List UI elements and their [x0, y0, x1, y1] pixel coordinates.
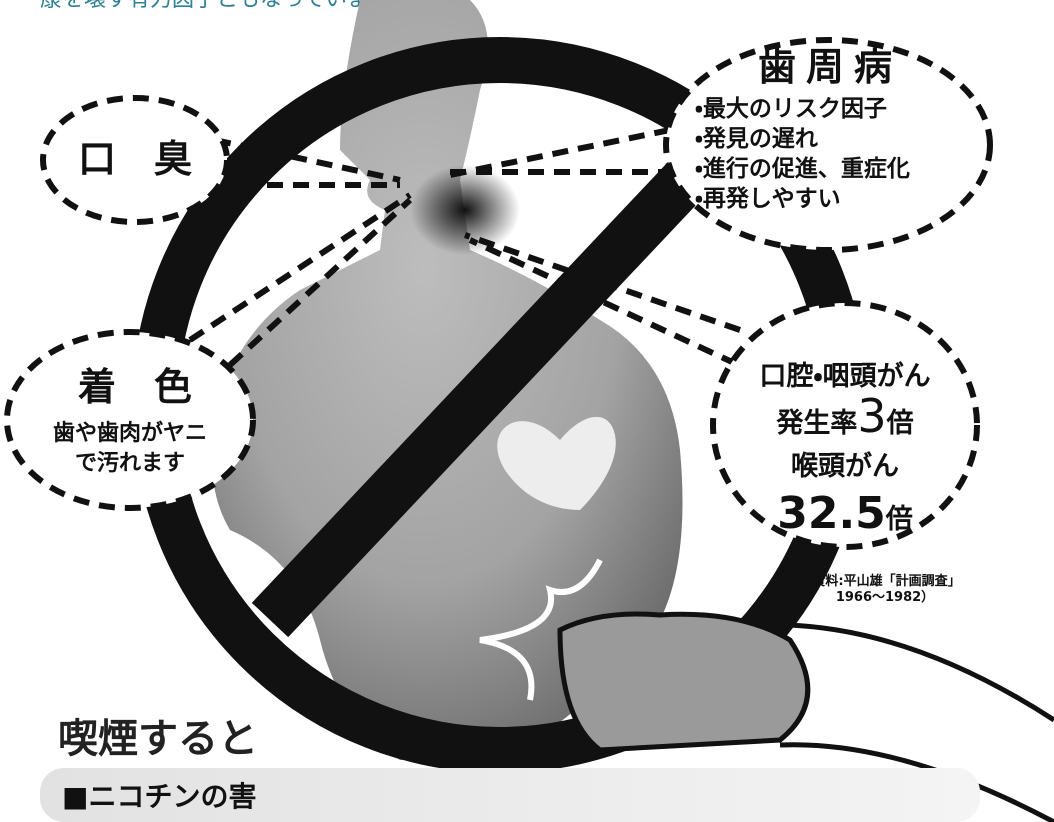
- callout-title: 着 色: [78, 365, 192, 409]
- list-item: ・再発しやすい: [695, 186, 841, 212]
- list-item: ・最大のリスク因子: [695, 96, 887, 122]
- callout-text: 口腔・咽頭がん: [759, 360, 930, 392]
- rate-value: 3: [857, 389, 886, 443]
- source-note: 1966〜1982）: [836, 589, 934, 605]
- callout-text: 歯や歯肉がヤニ: [53, 420, 207, 446]
- rate-value: 32.5: [777, 488, 886, 539]
- callout-title: 口 臭: [78, 137, 192, 181]
- rate-unit: 倍: [886, 408, 914, 439]
- callout-text: で汚れます: [75, 451, 185, 476]
- callout-text: 喉頭がん: [791, 450, 899, 482]
- callout-title: 歯周病: [758, 45, 902, 89]
- callout-bubble: [7, 332, 253, 508]
- heading: 喫煙すると: [58, 716, 258, 762]
- rate-label: 発生率: [775, 408, 857, 439]
- source-note: （資料:平山雄「計画調査」: [799, 573, 960, 589]
- header-text: 康を壊す有力因子ともなっています。: [40, 0, 411, 12]
- section-title: ■ニコチンの害: [62, 780, 256, 813]
- rate-unit: 倍: [885, 504, 913, 535]
- list-item: ・発見の遅れ: [695, 126, 818, 152]
- page: 康を壊す有力因子ともなっています。 口 臭 歯周病 ・最大のリスク因子 ・発見の…: [0, 0, 1054, 822]
- list-item: ・進行の促進、重症化: [695, 155, 910, 182]
- illustration: 康を壊す有力因子ともなっています。 口 臭 歯周病 ・最大のリスク因子 ・発見の…: [0, 0, 1054, 822]
